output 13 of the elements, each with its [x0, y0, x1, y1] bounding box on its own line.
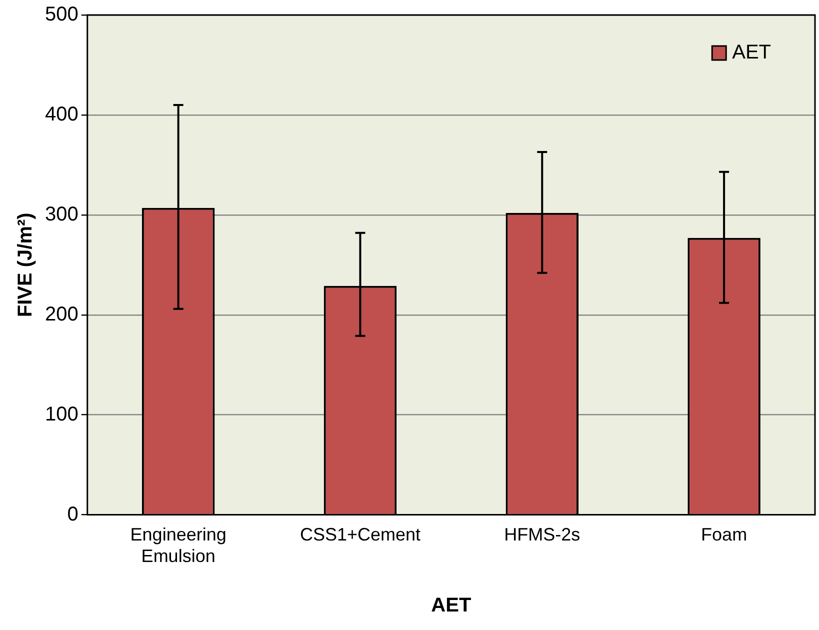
- y-tick-label: 0: [67, 503, 78, 526]
- y-axis-title: FIVE (J/m²): [14, 212, 37, 318]
- y-tick-label: 100: [44, 403, 78, 426]
- x-tick-label: HFMS-2s: [504, 524, 580, 545]
- y-tick-label: 500: [44, 4, 78, 26]
- x-tick-label: Foam: [701, 524, 748, 545]
- legend-label: AET: [732, 42, 772, 64]
- x-axis-title: AET: [431, 594, 472, 617]
- y-tick-label: 400: [44, 103, 78, 126]
- x-tick-label: CSS1+Cement: [300, 524, 421, 545]
- y-tick-label: 300: [44, 203, 78, 226]
- x-tick-label: Engineering Emulsion: [130, 524, 226, 566]
- y-tick-label: 200: [44, 303, 78, 326]
